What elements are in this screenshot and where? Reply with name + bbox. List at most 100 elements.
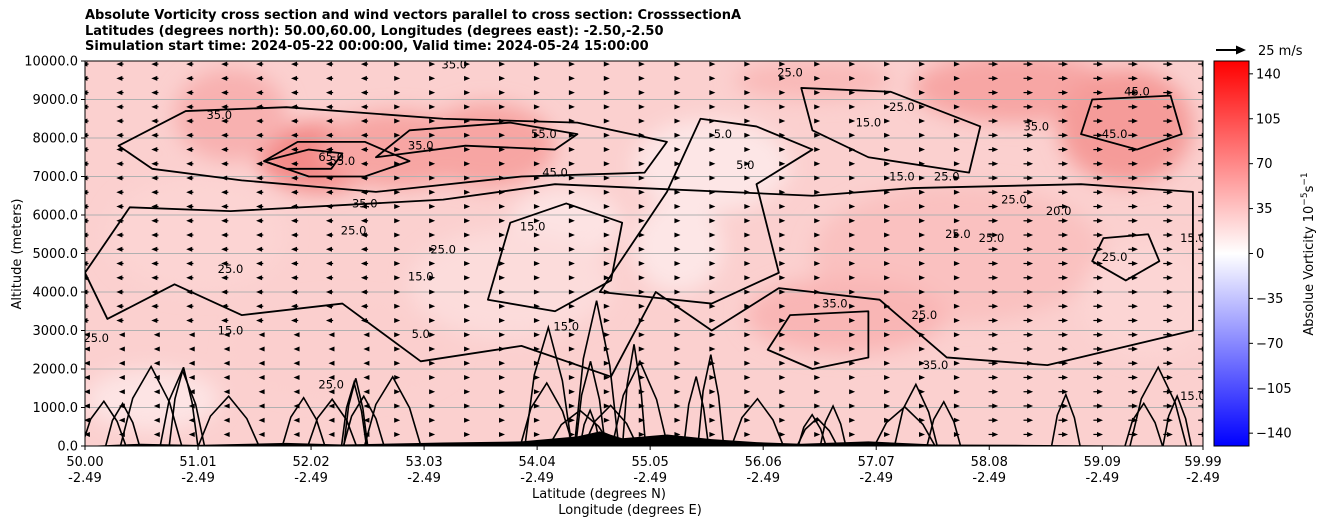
wind-vector [674,218,681,224]
contour-label: 25.0 [889,100,915,114]
wind-vector [849,403,856,409]
wind-vector [1096,118,1103,124]
wind-vector [744,389,751,395]
wind-vector [151,204,158,210]
wind-vector [533,175,540,181]
wind-vector [1096,403,1103,409]
wind-vector [188,346,195,352]
y-tick-label: 4000.0 [33,286,79,301]
wind-vector [363,431,370,437]
contour-label: 35.0 [352,196,378,210]
wind-vector [325,61,332,67]
wind-vector [293,332,300,338]
wind-vector [884,374,891,380]
wind-vector [814,246,821,252]
wind-vector [1131,417,1138,423]
wind-vector [291,246,298,252]
wind-vector [709,118,716,124]
wind-vector [1096,204,1103,210]
contour-label: 5.0 [736,158,754,172]
wind-vector [499,204,505,210]
wind-vector [1062,417,1069,423]
wind-vector [1166,118,1173,124]
wind-vector [603,403,610,409]
wind-vector [151,104,158,110]
wind-vector [429,90,436,96]
wind-vector [603,317,610,323]
wind-vector [568,104,575,110]
wind-vector [568,332,575,338]
colorbar-tick-label: −70 [1256,337,1283,352]
wind-vector [328,389,335,395]
wind-vector [1062,104,1069,110]
wind-vector [186,104,193,110]
contour-line [281,396,326,446]
wind-vector [151,303,158,309]
x-tick-label-lon: -2.49 [407,471,441,486]
wind-vector [992,403,999,409]
wind-vector [186,189,193,195]
wind-vector [674,332,681,338]
wind-vector [814,389,821,395]
wind-vector [291,275,298,281]
wind-vector [1166,75,1173,81]
wind-vector [744,189,751,195]
wind-vector [258,346,265,352]
wind-vector [1131,161,1138,167]
wind-vector [186,218,193,224]
wind-vector [151,132,158,138]
contour-line [363,375,422,446]
wind-vector [429,104,436,110]
wind-vector [568,118,575,124]
wind-vector [151,218,158,224]
colorbar-ticks: 140 105 70 35 0 −35 −70 −105 −140 [1249,67,1292,442]
wind-vector [429,303,436,309]
wind-vector [709,175,716,181]
wind-vector [1096,332,1103,338]
wind-vector [188,374,195,380]
wind-vector [1166,232,1173,238]
wind-vector [568,346,575,352]
contour-line [307,397,358,446]
wind-vector [85,204,88,210]
wind-vector [709,431,716,437]
wind-vector [674,61,681,67]
wind-vector [992,417,999,423]
wind-vector [744,346,751,352]
wind-vector [325,275,332,281]
contour-line [621,344,647,446]
wind-vector [499,332,505,338]
wind-vector [223,403,230,409]
wind-vector [464,246,471,252]
wind-vector [919,175,925,181]
wind-vector [151,232,158,238]
wind-vector [118,374,125,380]
wind-vector [1096,317,1103,323]
wind-vector [744,147,751,153]
y-tick-label: 10000.0 [24,55,78,70]
wind-vector [85,161,88,167]
wind-vector [674,175,681,181]
wind-vector [499,289,505,295]
wind-vector [464,289,471,295]
wind-vector [153,360,160,366]
wind-vector [291,118,298,124]
x-axis-label-2: Longitude (degrees E) [558,503,702,518]
wind-vector [814,431,821,437]
wind-vector [360,104,367,110]
wind-vector [499,189,505,195]
wind-vector [394,374,401,380]
wind-vector [151,175,158,181]
wind-vector [953,104,960,110]
wind-vector [85,261,88,267]
wind-vector [118,346,125,352]
wind-vector [499,161,505,167]
wind-vector [1096,289,1103,295]
wind-vector [116,161,123,167]
wind-vector [533,374,540,380]
wind-vector [464,403,471,409]
contour-label: 25.0 [856,50,882,64]
wind-vector [325,104,332,110]
wind-vector [814,132,821,138]
wind-vector [188,403,195,409]
